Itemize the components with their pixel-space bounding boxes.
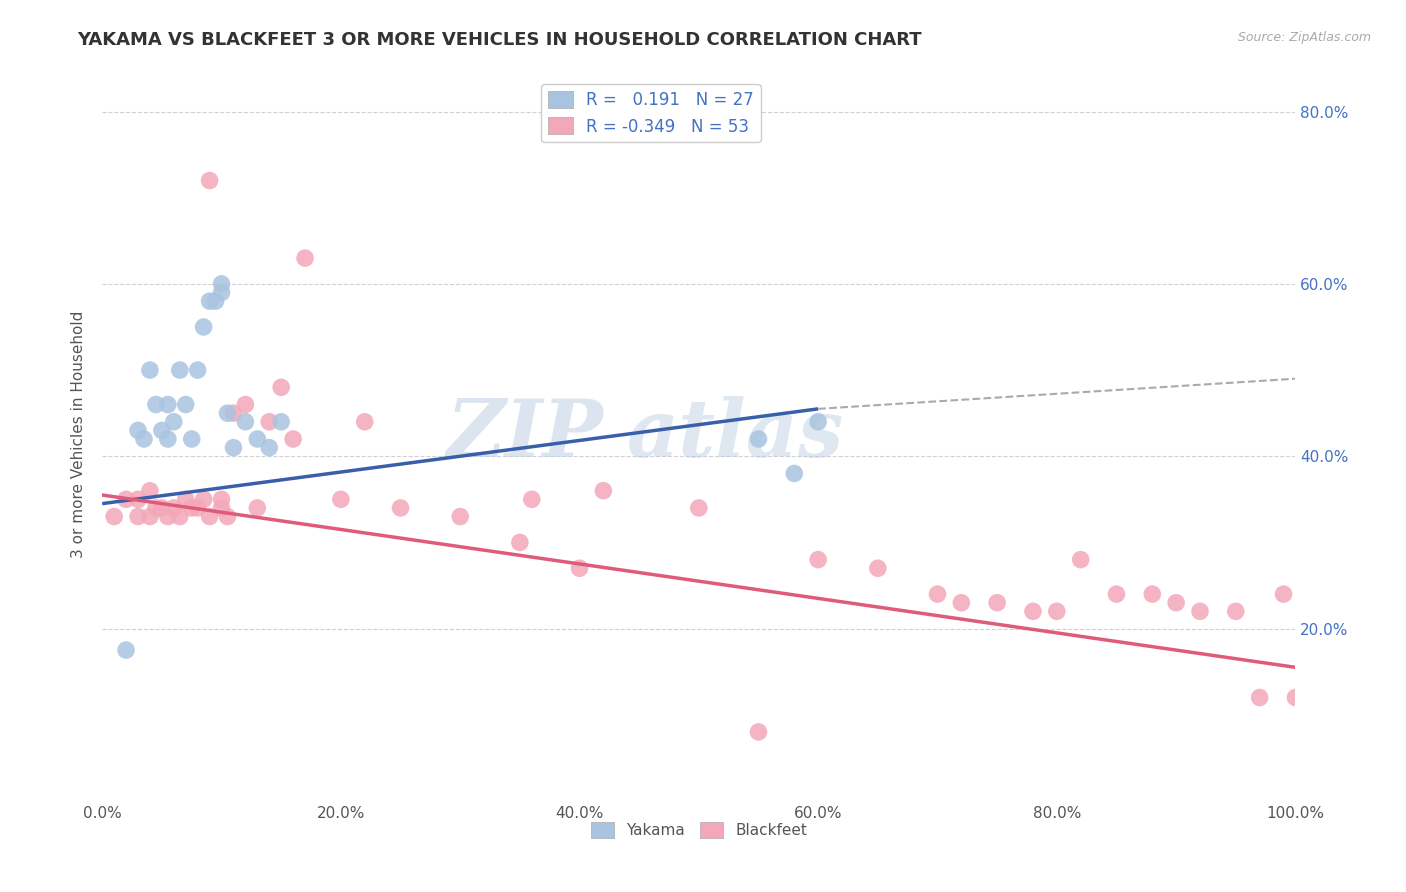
Point	[1046, 604, 1069, 618]
Point	[1225, 604, 1247, 618]
Point	[150, 424, 173, 438]
Point	[169, 509, 191, 524]
Point	[1166, 596, 1188, 610]
Point	[329, 492, 352, 507]
Point	[211, 492, 233, 507]
Point	[747, 725, 769, 739]
Point	[807, 552, 830, 566]
Text: ZIP: ZIP	[447, 396, 603, 474]
Point	[1142, 587, 1164, 601]
Point	[509, 535, 531, 549]
Point	[139, 483, 162, 498]
Text: Source: ZipAtlas.com: Source: ZipAtlas.com	[1237, 31, 1371, 45]
Point	[1272, 587, 1295, 601]
Point	[127, 509, 149, 524]
Y-axis label: 3 or more Vehicles in Household: 3 or more Vehicles in Household	[72, 311, 86, 558]
Point	[294, 251, 316, 265]
Point	[193, 492, 215, 507]
Point	[222, 406, 245, 420]
Point	[747, 432, 769, 446]
Point	[807, 415, 830, 429]
Point	[132, 432, 155, 446]
Point	[246, 500, 269, 515]
Point	[259, 415, 281, 429]
Point	[139, 509, 162, 524]
Point	[187, 363, 209, 377]
Point	[156, 509, 179, 524]
Legend: Yakama, Blackfeet: Yakama, Blackfeet	[585, 816, 813, 845]
Point	[520, 492, 543, 507]
Point	[145, 500, 167, 515]
Point	[198, 294, 221, 309]
Point	[103, 509, 125, 524]
Point	[180, 432, 202, 446]
Point	[174, 492, 197, 507]
Point	[198, 509, 221, 524]
Point	[259, 441, 281, 455]
Point	[127, 492, 149, 507]
Point	[211, 500, 233, 515]
Point	[217, 509, 239, 524]
Point	[1284, 690, 1306, 705]
Point	[235, 415, 257, 429]
Point	[217, 406, 239, 420]
Text: YAKAMA VS BLACKFEET 3 OR MORE VEHICLES IN HOUSEHOLD CORRELATION CHART: YAKAMA VS BLACKFEET 3 OR MORE VEHICLES I…	[77, 31, 922, 49]
Point	[187, 500, 209, 515]
Point	[235, 398, 257, 412]
Point	[270, 415, 292, 429]
Point	[127, 424, 149, 438]
Point	[688, 500, 710, 515]
Point	[353, 415, 375, 429]
Point	[270, 380, 292, 394]
Point	[1188, 604, 1211, 618]
Point	[1022, 604, 1045, 618]
Point	[115, 492, 138, 507]
Point	[150, 500, 173, 515]
Point	[156, 398, 179, 412]
Point	[174, 398, 197, 412]
Point	[193, 320, 215, 334]
Point	[156, 432, 179, 446]
Point	[281, 432, 304, 446]
Point	[180, 500, 202, 515]
Point	[1249, 690, 1271, 705]
Point	[927, 587, 949, 601]
Point	[163, 415, 186, 429]
Point	[783, 467, 806, 481]
Text: atlas: atlas	[627, 396, 845, 474]
Point	[568, 561, 591, 575]
Point	[866, 561, 889, 575]
Point	[950, 596, 973, 610]
Point	[211, 285, 233, 300]
Point	[198, 173, 221, 187]
Point	[169, 363, 191, 377]
Point	[986, 596, 1008, 610]
Point	[1070, 552, 1092, 566]
Point	[449, 509, 471, 524]
Point	[246, 432, 269, 446]
Point	[592, 483, 614, 498]
Point	[163, 500, 186, 515]
Point	[1105, 587, 1128, 601]
Point	[204, 294, 226, 309]
Point	[389, 500, 412, 515]
Point	[222, 441, 245, 455]
Point	[139, 363, 162, 377]
Point	[145, 398, 167, 412]
Point	[115, 643, 138, 657]
Point	[211, 277, 233, 291]
